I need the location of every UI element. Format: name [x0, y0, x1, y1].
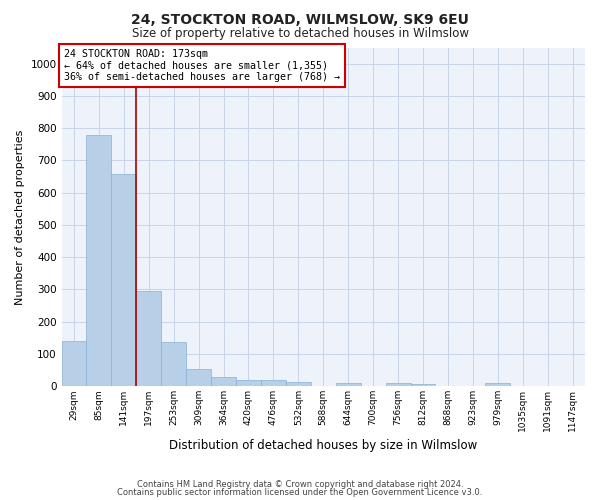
- Bar: [386, 383, 410, 386]
- Bar: [410, 384, 436, 386]
- Bar: [161, 342, 186, 386]
- Y-axis label: Number of detached properties: Number of detached properties: [15, 129, 25, 304]
- X-axis label: Distribution of detached houses by size in Wilmslow: Distribution of detached houses by size …: [169, 440, 478, 452]
- Text: 24 STOCKTON ROAD: 173sqm
← 64% of detached houses are smaller (1,355)
36% of sem: 24 STOCKTON ROAD: 173sqm ← 64% of detach…: [64, 49, 340, 82]
- Bar: [485, 383, 510, 386]
- Text: Size of property relative to detached houses in Wilmslow: Size of property relative to detached ho…: [131, 28, 469, 40]
- Text: Contains public sector information licensed under the Open Government Licence v3: Contains public sector information licen…: [118, 488, 482, 497]
- Text: 24, STOCKTON ROAD, WILMSLOW, SK9 6EU: 24, STOCKTON ROAD, WILMSLOW, SK9 6EU: [131, 12, 469, 26]
- Bar: [112, 174, 136, 386]
- Bar: [136, 291, 161, 386]
- Bar: [336, 383, 361, 386]
- Bar: [261, 380, 286, 386]
- Bar: [236, 380, 261, 386]
- Bar: [186, 368, 211, 386]
- Bar: [62, 341, 86, 386]
- Bar: [211, 377, 236, 386]
- Bar: [286, 382, 311, 386]
- Bar: [86, 136, 112, 386]
- Text: Contains HM Land Registry data © Crown copyright and database right 2024.: Contains HM Land Registry data © Crown c…: [137, 480, 463, 489]
